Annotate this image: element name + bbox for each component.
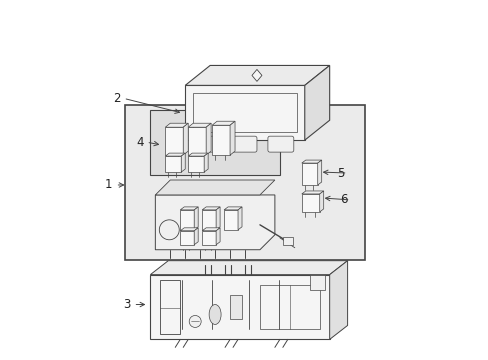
Polygon shape [188, 127, 206, 155]
Bar [150, 110, 279, 175]
Polygon shape [180, 207, 198, 210]
Ellipse shape [209, 305, 221, 324]
Polygon shape [202, 231, 216, 245]
Polygon shape [183, 123, 188, 155]
Bar [193, 93, 296, 132]
Bar [160, 280, 180, 334]
Polygon shape [180, 210, 194, 230]
Polygon shape [301, 194, 319, 212]
Text: 5: 5 [337, 167, 344, 180]
Polygon shape [181, 153, 185, 172]
Polygon shape [150, 275, 329, 339]
Bar [282, 237, 292, 245]
Polygon shape [319, 191, 323, 212]
Text: 1: 1 [105, 179, 112, 192]
Polygon shape [329, 261, 347, 339]
Bar [125, 105, 364, 260]
Polygon shape [224, 207, 242, 210]
Bar [260, 285, 319, 329]
Polygon shape [185, 85, 304, 140]
Circle shape [189, 315, 201, 328]
Text: 3: 3 [123, 298, 130, 311]
Polygon shape [155, 180, 274, 195]
Bar [309, 275, 324, 289]
Polygon shape [304, 66, 329, 140]
Polygon shape [188, 156, 203, 172]
FancyBboxPatch shape [267, 136, 293, 152]
Polygon shape [301, 163, 317, 185]
Polygon shape [202, 207, 220, 210]
FancyBboxPatch shape [198, 136, 224, 152]
Polygon shape [224, 210, 238, 230]
Polygon shape [165, 127, 183, 155]
Polygon shape [206, 123, 211, 155]
Polygon shape [185, 66, 329, 85]
FancyBboxPatch shape [230, 136, 256, 152]
Polygon shape [202, 228, 220, 231]
Polygon shape [155, 195, 274, 250]
Text: 6: 6 [340, 193, 347, 206]
Polygon shape [180, 231, 194, 245]
Polygon shape [216, 228, 220, 245]
Polygon shape [301, 160, 321, 163]
Polygon shape [216, 207, 220, 230]
Polygon shape [317, 160, 321, 185]
Polygon shape [150, 261, 347, 275]
Polygon shape [194, 207, 198, 230]
Polygon shape [188, 123, 211, 127]
Polygon shape [251, 69, 262, 81]
Polygon shape [212, 125, 229, 155]
Polygon shape [203, 153, 208, 172]
Polygon shape [188, 153, 208, 156]
Circle shape [159, 220, 179, 240]
Bar [229, 294, 242, 319]
Text: 2: 2 [113, 92, 120, 105]
Polygon shape [165, 153, 185, 156]
Polygon shape [194, 228, 198, 245]
Polygon shape [165, 123, 188, 127]
Polygon shape [229, 121, 235, 155]
Polygon shape [165, 156, 181, 172]
Polygon shape [212, 121, 235, 125]
Polygon shape [202, 210, 216, 230]
Polygon shape [238, 207, 242, 230]
Polygon shape [180, 228, 198, 231]
Text: 4: 4 [136, 136, 143, 149]
Polygon shape [301, 191, 323, 194]
